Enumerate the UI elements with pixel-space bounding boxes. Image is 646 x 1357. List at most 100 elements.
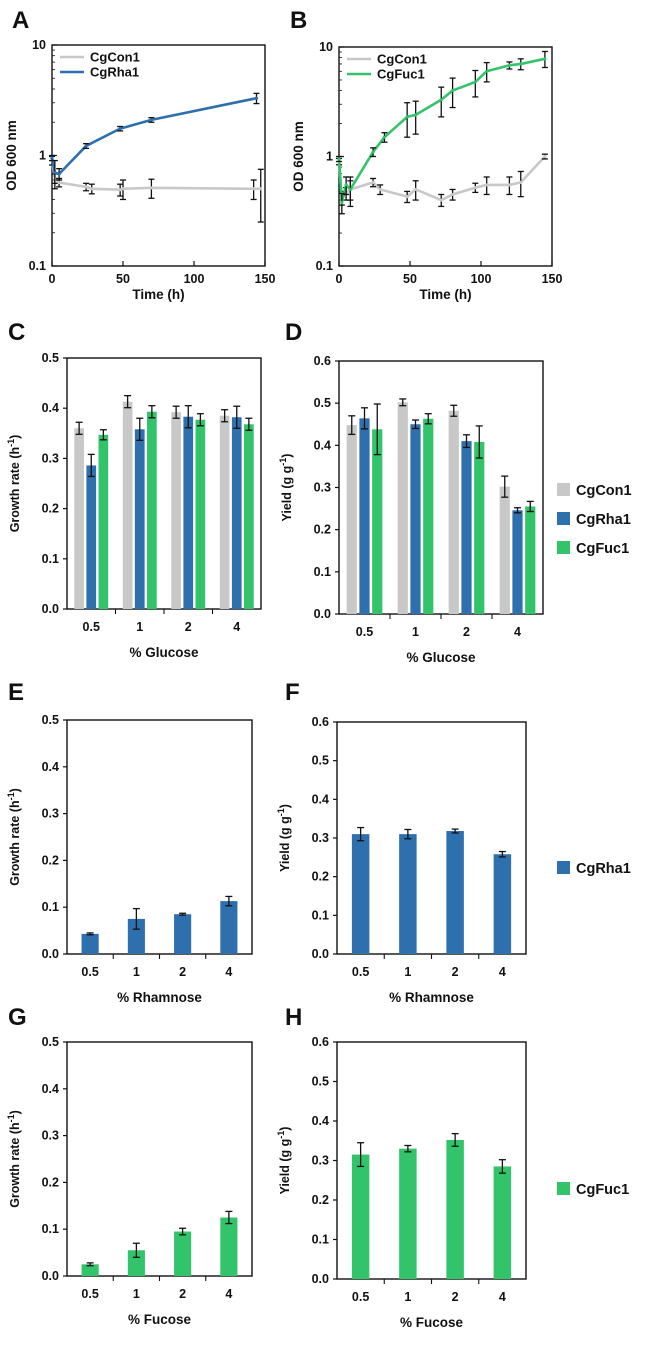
- y-axis-label: Yield (g g-1): [276, 804, 292, 872]
- plot-area-h: 0.0 0.1 0.2 0.3 0.4 0.5 0.6 0.5 1 2 4 % Fucose Yield…: [276, 1035, 512, 1330]
- bar: [81, 933, 99, 954]
- y-tick-label: 0.3: [314, 481, 331, 495]
- y-tick-label: 0.5: [42, 1035, 59, 1049]
- bar: [195, 419, 206, 609]
- legend-swatch-cgrha1: [557, 861, 570, 874]
- bar: [493, 854, 512, 954]
- panel-label-h: H: [285, 1004, 302, 1031]
- x-tick-label: 4: [233, 620, 240, 634]
- series-cgrha1: [81, 895, 238, 954]
- panel-label-d: D: [285, 319, 302, 346]
- bar: [127, 1250, 145, 1276]
- y-tick-label: 0.3: [312, 831, 329, 845]
- legend-swatch-cgfuc1: [557, 1182, 570, 1195]
- y-tick-label: 0.1: [42, 900, 59, 914]
- data-point: [50, 156, 54, 160]
- data-point: [84, 185, 88, 189]
- data-point: [414, 113, 418, 117]
- side-legend-fucose: CgFuc1: [557, 1182, 629, 1198]
- y-axis-label: Growth rate (h-1): [6, 435, 22, 533]
- data-point: [57, 172, 61, 176]
- series-cgfuc1: [98, 405, 254, 609]
- data-point: [405, 115, 409, 119]
- series-cgcon1: [346, 398, 510, 614]
- y-axis-label-text: Yield (g g: [278, 1139, 292, 1195]
- y-tick-label: 0.4: [42, 401, 59, 415]
- x-tick-label: 100: [471, 272, 492, 286]
- y-tick-label: 0.0: [312, 947, 329, 961]
- plot-area-d: 0.0 0.1 0.2 0.3 0.4 0.5 0.6 0.5 1 2 4 % Glucose Yiel…: [278, 354, 536, 665]
- plot-area-e: 0.0 0.1 0.2 0.3 0.4 0.5 0.5 1 2 4 % Rhamnose Growth…: [6, 713, 238, 1005]
- x-axis-label: % Rhamnose: [389, 990, 474, 1005]
- bar: [351, 834, 370, 954]
- y-tick-label: 0.6: [314, 354, 331, 368]
- series-line-cgfuc1: [337, 57, 546, 204]
- x-tick-label: 50: [116, 272, 130, 286]
- data-point: [451, 88, 455, 93]
- series-line-cgrha1: [50, 96, 257, 176]
- data-point: [382, 135, 387, 139]
- y-axis-label-close: ): [8, 788, 22, 792]
- bar: [98, 434, 109, 609]
- bar: [220, 901, 238, 954]
- x-tick-label: 4: [225, 1287, 232, 1301]
- legend-label-cgfuc1: CgFuc1: [576, 541, 629, 557]
- bar: [219, 415, 230, 609]
- y-axis-label-text: Yield (g g: [278, 816, 292, 872]
- side-legend-glucose: CgCon1 CgRha1 CgFuc1: [557, 483, 632, 557]
- bar: [122, 401, 133, 609]
- data-point: [348, 187, 352, 192]
- x-tick-label: 2: [179, 965, 186, 979]
- data-point: [53, 171, 57, 175]
- panel-label-e: E: [8, 679, 24, 706]
- y-axis-label: Yield (g g-1): [276, 1127, 292, 1195]
- y-axis-label: Growth rate (h-1): [6, 788, 22, 886]
- bar: [183, 416, 194, 609]
- x-tick-label: 1: [404, 965, 411, 979]
- series-cgfuc1: [81, 1210, 238, 1276]
- y-tick-label: 0.2: [312, 1193, 329, 1207]
- y-tick-label: 0.0: [42, 947, 59, 961]
- y-tick-label: 0.1: [42, 1222, 59, 1236]
- y-tick-label: 0.2: [312, 870, 329, 884]
- x-tick-label: 0.5: [352, 965, 369, 979]
- y-tick-label: 0.4: [312, 792, 329, 806]
- bar: [399, 1148, 417, 1279]
- x-tick-label: 150: [542, 272, 563, 286]
- bar: [171, 412, 181, 609]
- y-axis-label-text: Yield (g g: [280, 466, 294, 522]
- x-tick-label: 0.5: [352, 1290, 369, 1304]
- series-cgcon1: [74, 394, 230, 609]
- data-point: [371, 180, 375, 185]
- y-axis-label: OD 600 nm: [291, 121, 306, 192]
- y-tick-label: 0.2: [42, 502, 59, 516]
- y-tick-label: 0.0: [42, 1269, 59, 1283]
- bar: [474, 441, 485, 614]
- y-axis-label-superscript: -1: [6, 1114, 16, 1122]
- bar: [410, 424, 421, 614]
- bar: [147, 411, 157, 609]
- x-tick-label: 4: [514, 625, 521, 639]
- bar: [174, 1231, 192, 1276]
- bar: [493, 1166, 512, 1279]
- y-tick-label: 10: [32, 38, 46, 52]
- bar: [399, 834, 417, 954]
- data-point: [451, 192, 455, 197]
- bar: [174, 914, 192, 954]
- y-axis-label-superscript: -1: [6, 439, 16, 447]
- x-tick-label: 2: [185, 620, 192, 634]
- x-axis-label: % Glucose: [129, 645, 199, 660]
- bar: [397, 402, 408, 614]
- x-tick-label: 0.5: [81, 965, 98, 979]
- data-point: [543, 154, 547, 159]
- y-tick-label: 0.6: [312, 715, 329, 729]
- legend-label-cgcon1: CgCon1: [576, 483, 632, 499]
- bar: [446, 831, 464, 954]
- bar: [244, 424, 254, 609]
- data-point: [507, 63, 511, 67]
- x-tick-label: 0: [336, 272, 343, 286]
- bar: [448, 410, 459, 614]
- data-point: [149, 118, 153, 122]
- y-axis-label-superscript: -1: [6, 792, 16, 800]
